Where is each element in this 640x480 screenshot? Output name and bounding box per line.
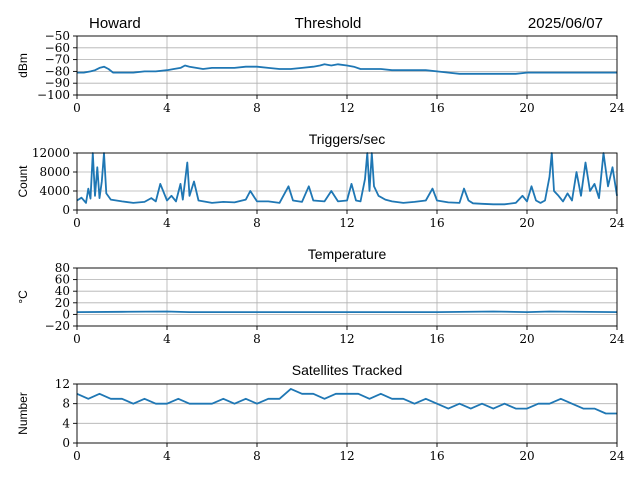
y-axis-label: dBm (16, 53, 30, 78)
y-tick-label: 0 (62, 307, 70, 321)
x-tick-label: 0 (73, 449, 81, 463)
x-tick-label: 0 (73, 101, 81, 115)
x-tick-label: 8 (253, 216, 261, 230)
x-tick-label: 20 (519, 216, 534, 230)
y-tick-label: 12 (55, 377, 70, 391)
chart-panel-4: 0 4 8 12 16 20 24 12 8 4 0 Satellites Tracked Number (16, 362, 625, 463)
x-tick-label: 20 (519, 332, 534, 346)
x-tick-label: 24 (609, 332, 625, 346)
series-line (76, 152, 618, 206)
y-tick-label: −90 (45, 76, 70, 90)
y-axis-label: °C (16, 290, 30, 304)
x-tick-label: 16 (429, 332, 444, 346)
x-tick-label: 12 (339, 216, 354, 230)
y-tick-label: 4 (62, 416, 70, 430)
x-tick-label: 12 (339, 449, 354, 463)
y-tick-label: 40 (55, 284, 70, 298)
x-tick-label: 8 (253, 332, 261, 346)
x-tick-label: 24 (609, 101, 625, 115)
y-tick-label: 0 (62, 203, 70, 217)
series-line (77, 63, 617, 75)
x-tick-label: 0 (73, 216, 81, 230)
chart-panel-2: 0 4 8 12 16 20 24 12000 8000 4000 0 Triggers/sec Cou… (16, 131, 625, 230)
x-tick-label: 4 (163, 449, 171, 463)
x-tick-label: 12 (339, 332, 354, 346)
x-tick-label: 8 (253, 449, 261, 463)
x-tick-label: 24 (609, 449, 625, 463)
header-title: Threshold (295, 15, 362, 32)
x-tick-label: 20 (519, 449, 534, 463)
chart-title: Triggers/sec (309, 131, 386, 147)
series-line (76, 387, 617, 415)
panels: 0 4 8 12 16 20 24 −50−60−70−80−90−100 dBm 0 4 8 12 16… (16, 29, 625, 463)
x-tick-label: 8 (253, 101, 261, 115)
x-tick-label: 16 (429, 216, 444, 230)
y-tick-label: 12000 (32, 146, 70, 160)
y-tick-label: −100 (37, 88, 70, 102)
y-tick-label: 80 (55, 261, 70, 275)
x-tick-label: 4 (163, 216, 171, 230)
x-tick-label: 24 (609, 216, 625, 230)
x-tick-label: 0 (73, 332, 81, 346)
y-tick-label: −70 (45, 53, 70, 67)
series-line (76, 310, 618, 314)
chart-title: Satellites Tracked (292, 362, 403, 378)
x-tick-label: 4 (163, 332, 171, 346)
y-tick-label: 4000 (39, 184, 70, 198)
y-tick-label: 8000 (39, 165, 70, 179)
y-tick-label: 0 (62, 436, 70, 450)
chart-title: Temperature (308, 246, 387, 262)
y-tick-label: 8 (62, 397, 70, 411)
chart-panel-1: 0 4 8 12 16 20 24 −50−60−70−80−90−100 dBm (16, 29, 625, 115)
y-axis-label: Count (16, 165, 30, 198)
x-tick-label: 16 (429, 101, 444, 115)
header-station: Howard (89, 15, 141, 32)
x-tick-label: 20 (519, 101, 534, 115)
y-tick-label: −60 (45, 41, 70, 55)
header-date: 2025/06/07 (528, 15, 603, 32)
x-tick-label: 12 (339, 101, 354, 115)
y-axis-label: Number (16, 392, 30, 435)
y-tick-label: −80 (45, 64, 70, 78)
x-tick-label: 4 (163, 101, 171, 115)
y-tick-label: 60 (55, 273, 70, 287)
x-tick-label: 16 (429, 449, 444, 463)
y-tick-label: 20 (55, 296, 70, 310)
y-tick-label: −20 (45, 319, 70, 333)
y-tick-label: −50 (45, 29, 70, 43)
